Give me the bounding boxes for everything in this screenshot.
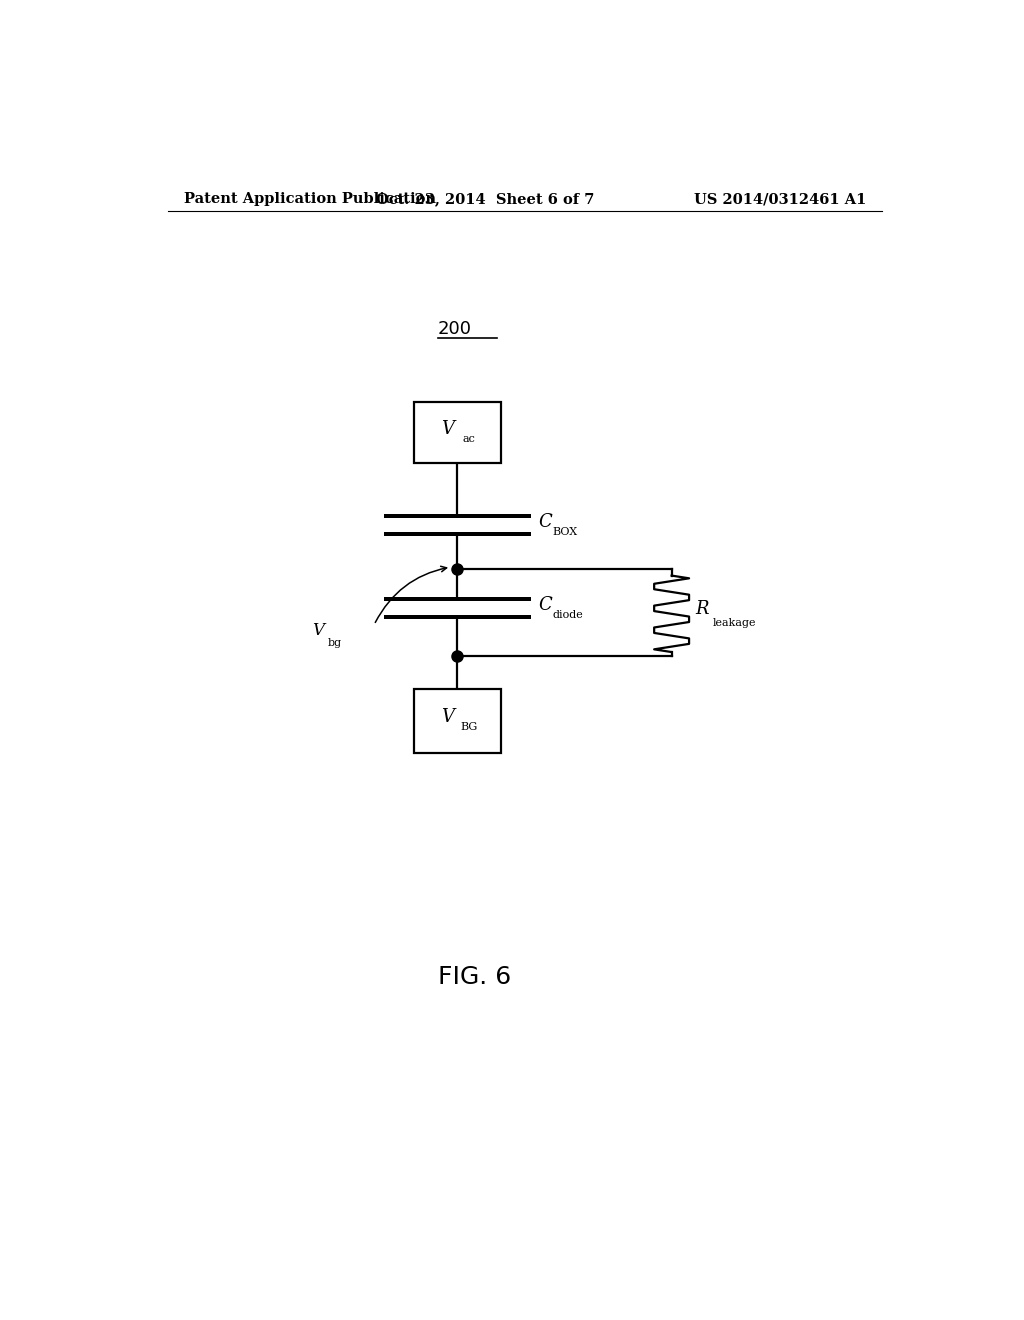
Text: Patent Application Publication: Patent Application Publication: [183, 191, 435, 206]
Bar: [414, 403, 501, 463]
Text: V: V: [441, 708, 455, 726]
Text: bg: bg: [328, 639, 341, 648]
Text: ac: ac: [463, 434, 476, 444]
Text: V: V: [441, 420, 455, 438]
Text: C: C: [539, 513, 552, 531]
Text: leakage: leakage: [713, 618, 757, 628]
Text: diode: diode: [553, 610, 584, 620]
Text: R: R: [695, 599, 709, 618]
Text: V: V: [312, 622, 325, 639]
Bar: [414, 689, 501, 752]
Text: Oct. 23, 2014  Sheet 6 of 7: Oct. 23, 2014 Sheet 6 of 7: [376, 191, 594, 206]
Text: 200: 200: [437, 321, 471, 338]
Text: FIG. 6: FIG. 6: [437, 965, 511, 989]
Text: C: C: [539, 595, 552, 614]
Text: US 2014/0312461 A1: US 2014/0312461 A1: [693, 191, 866, 206]
Text: BOX: BOX: [553, 528, 578, 537]
Text: BG: BG: [461, 722, 478, 733]
